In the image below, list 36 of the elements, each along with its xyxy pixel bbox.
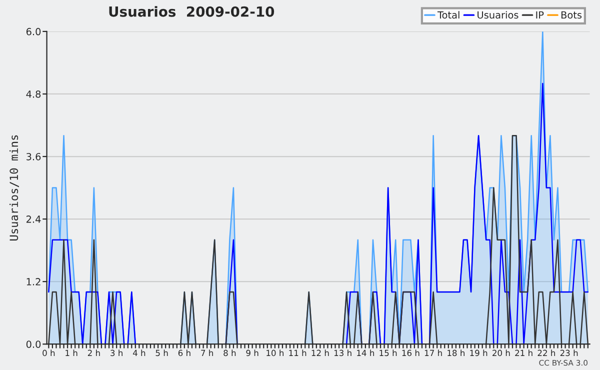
legend-label: Total [437,11,460,19]
x-tick-label: 1 h [66,350,78,356]
x-tick-label: 23 h [560,350,578,356]
x-tick-label: 20 h [492,350,510,356]
legend-label: Usuarios [478,11,518,19]
x-tick-label: 2 h [88,350,100,356]
y-tick-label: 6.0 [26,28,41,36]
x-tick-label: 22 h [538,350,555,356]
x-tick-label: 8 h [224,350,236,356]
x-tick-label: 17 h [424,350,442,356]
y-tick-label: 0.0 [26,340,41,348]
x-tick-label: 10 h [266,350,284,356]
x-tick-label: 4 h [132,350,146,356]
x-tick-label: 21 h [515,350,532,356]
x-tick-label: 13 h [334,350,352,356]
x-tick-label: 16 h [402,350,420,356]
x-tick-label: 19 h [470,350,488,356]
x-tick-label: 18 h [448,350,464,356]
x-tick-label: 11 h [289,350,306,356]
y-axis-title: Usuarios/10 mins [9,135,19,240]
x-tick-label: 12 h [312,350,329,356]
y-tick-label: 2.4 [26,216,41,223]
x-tick-label: 0 h [42,350,55,356]
legend-label: Bots [561,11,582,19]
x-tick-label: 7 h [201,350,213,356]
x-tick-label: 15 h [380,350,397,356]
y-tick-label: 1.2 [26,278,40,286]
x-tick-label: 3 h [110,350,122,356]
x-tick-label: 5 h [156,350,168,356]
y-tick-label: 3.6 [26,152,41,160]
y-tick-label: 4.8 [26,90,41,98]
x-tick-label: 6 h [178,350,190,356]
x-tick-label: 14 h [357,350,374,356]
chart-title: Usuarios 2009-02-10 [109,6,274,17]
legend-label: IP [536,11,544,18]
x-tick-label: 9 h [246,350,258,356]
